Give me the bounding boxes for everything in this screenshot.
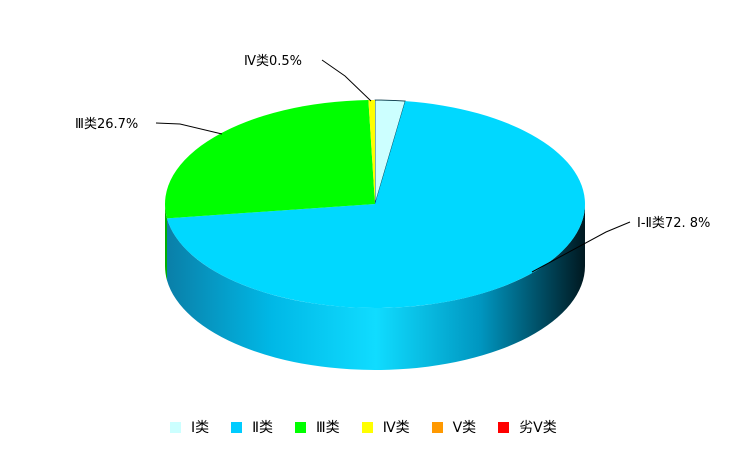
- legend-label: 劣Ⅴ类: [519, 420, 557, 436]
- legend-item-inferior-v: 劣Ⅴ类: [498, 417, 557, 437]
- legend-item-v: Ⅴ类: [431, 417, 477, 437]
- pie-side-2: [167, 204, 585, 371]
- pie-slice-3: [165, 100, 375, 219]
- legend-item-iv: Ⅳ类: [361, 417, 410, 437]
- legend-swatch: [361, 421, 373, 433]
- legend-swatch: [498, 421, 510, 433]
- legend-item-iii: Ⅲ类: [295, 417, 340, 437]
- legend-item-i: Ⅰ类: [170, 417, 209, 437]
- legend-item-ii: Ⅱ类: [231, 417, 273, 437]
- leader-line-i-ii: [531, 221, 631, 273]
- legend-swatch: [295, 421, 307, 433]
- legend: Ⅰ类 Ⅱ类 Ⅲ类 Ⅳ类 Ⅴ类 劣Ⅴ类: [170, 417, 579, 437]
- leader-line-iii: [155, 122, 223, 135]
- legend-label: Ⅲ类: [316, 420, 340, 436]
- pie-slice-4: [368, 100, 375, 204]
- data-label-iv: Ⅳ类0.5%: [244, 54, 302, 69]
- pie-slice-2: [167, 101, 585, 309]
- legend-label: Ⅱ类: [252, 420, 274, 436]
- data-label-i-ii: Ⅰ-Ⅱ类72. 8%: [637, 216, 710, 231]
- leader-line-iv: [321, 59, 372, 102]
- pie-slice-1: [374, 99, 406, 205]
- pie-side-3: [165, 204, 168, 281]
- legend-swatch: [431, 421, 443, 433]
- legend-label: Ⅳ类: [382, 420, 410, 436]
- data-label-iii: Ⅲ类26.7%: [75, 117, 138, 132]
- legend-label: Ⅴ类: [452, 420, 477, 436]
- legend-swatch: [231, 421, 243, 433]
- legend-label: Ⅰ类: [191, 420, 210, 436]
- legend-swatch: [170, 421, 181, 433]
